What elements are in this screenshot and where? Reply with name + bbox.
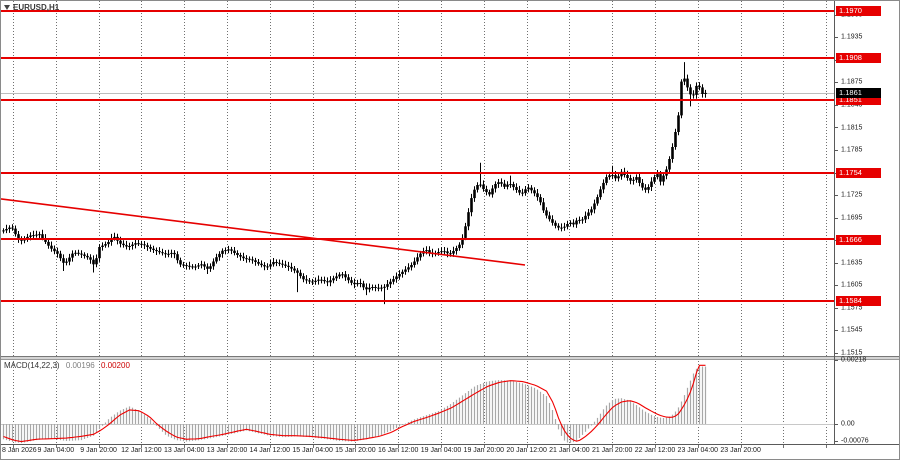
time-gridlines <box>13 1 827 448</box>
panel-divider <box>1 356 899 360</box>
symbol-timeframe-label: EURUSD,H1 <box>4 3 59 12</box>
macd-name: MACD(14,22,3) <box>4 361 60 370</box>
chevron-down-icon <box>4 5 10 10</box>
macd-signal-line <box>3 364 706 443</box>
macd-indicator-label: MACD(14,22,3) 0.00196 0.00200 <box>4 361 130 370</box>
symbol-text: EURUSD,H1 <box>13 3 60 12</box>
descending-trendline <box>1 198 526 266</box>
horizontal-level-lines <box>1 10 834 302</box>
macd-main-value: 0.00196 <box>65 361 95 370</box>
macd-histogram <box>2 366 707 444</box>
macd-signal-value: 0.00200 <box>100 361 130 370</box>
candlesticks <box>2 62 707 305</box>
